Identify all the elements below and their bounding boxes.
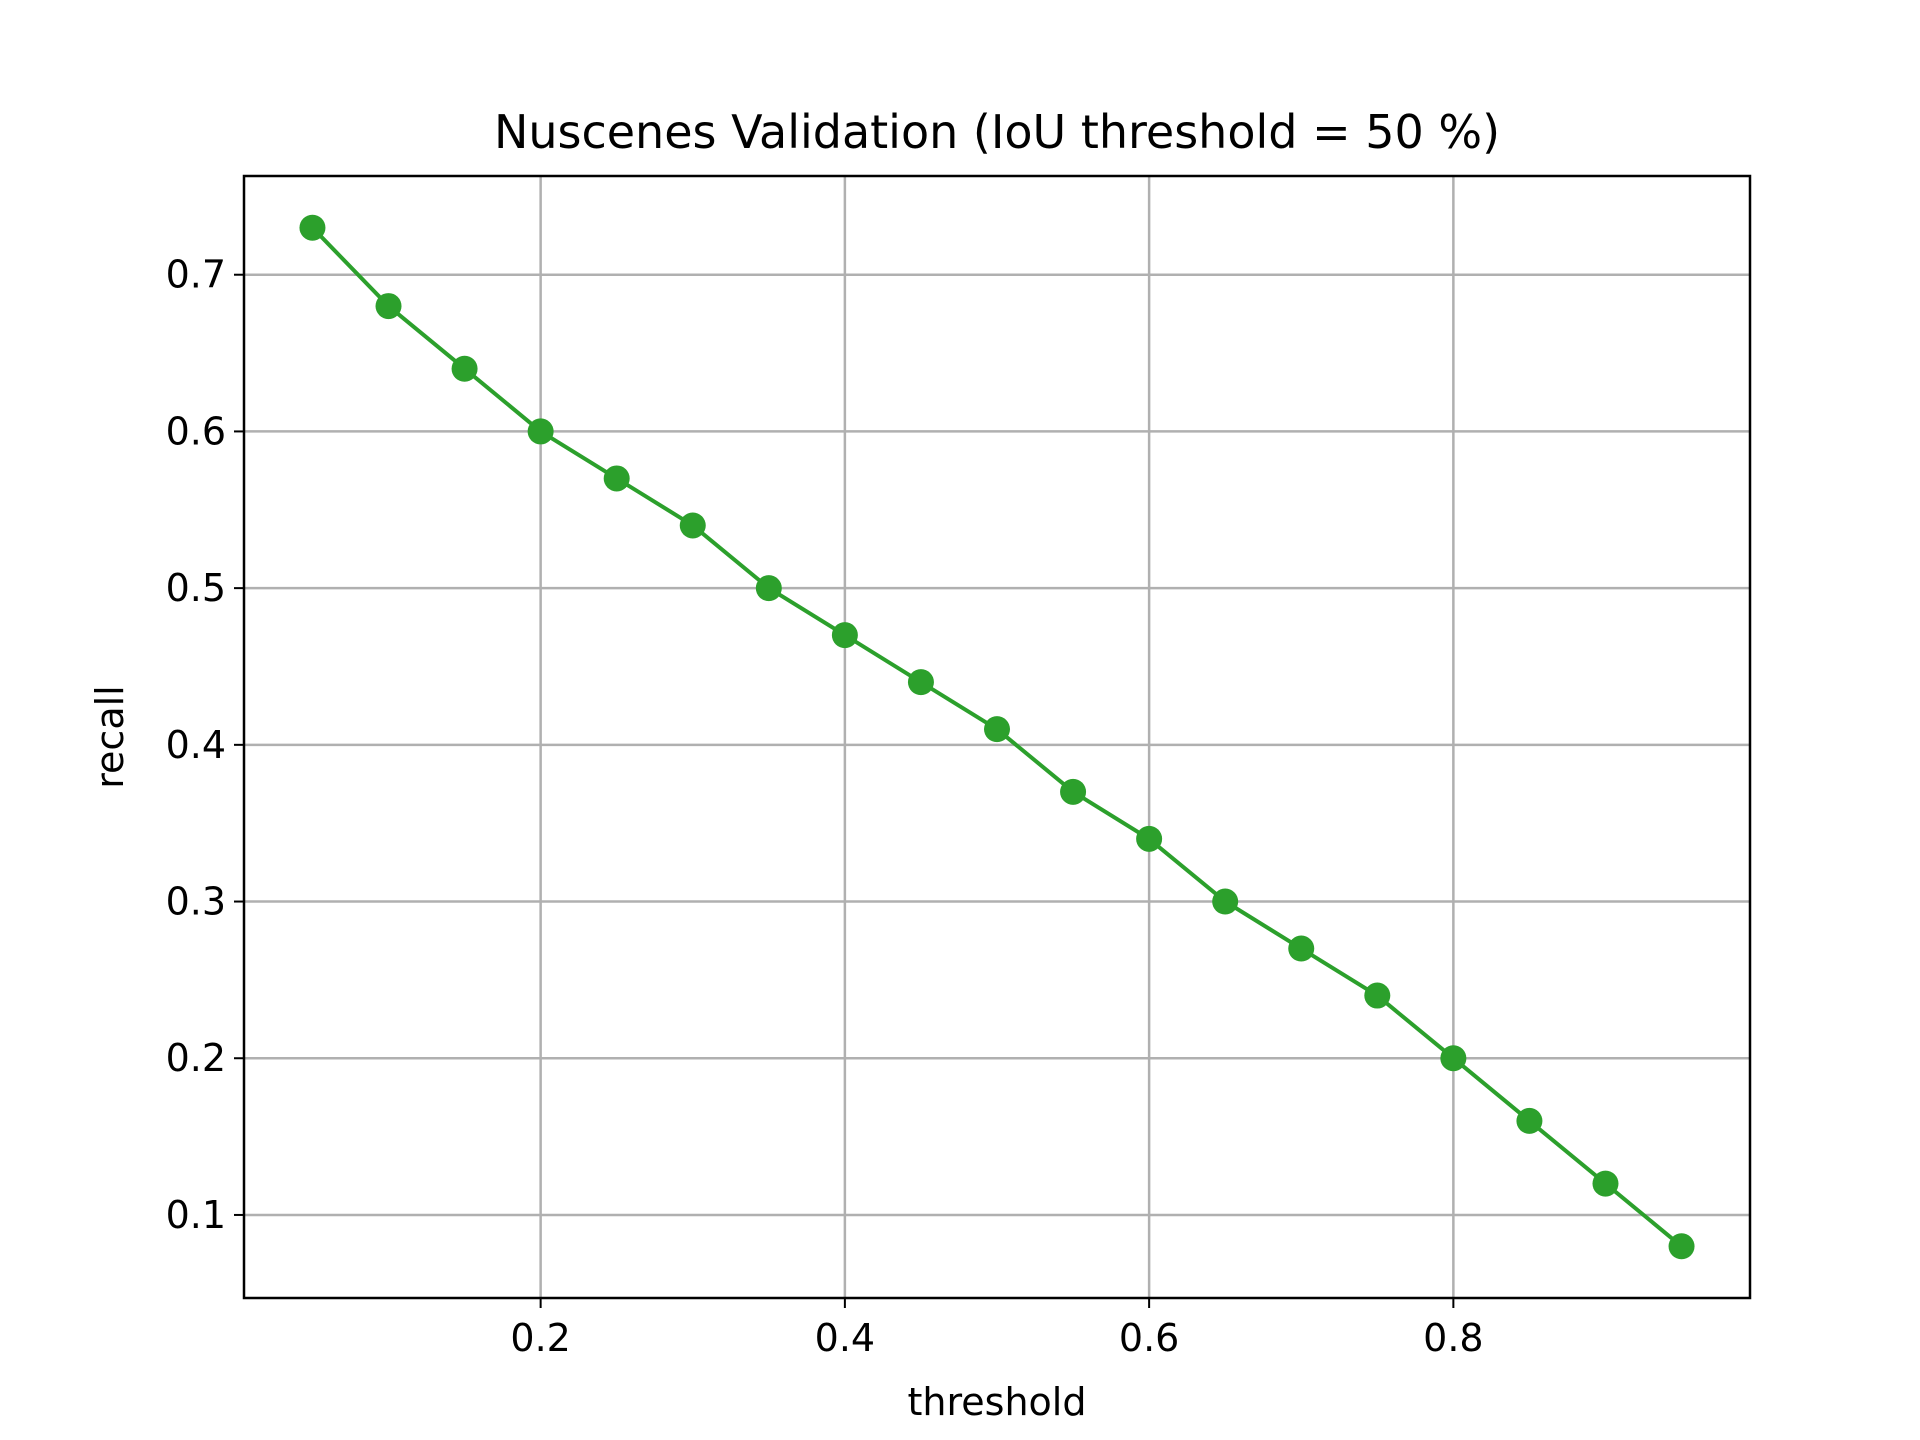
- data-point: [679, 512, 706, 539]
- data-point: [1212, 888, 1239, 915]
- x-tick-label: 0.8: [1423, 1316, 1483, 1360]
- x-tick-label: 0.6: [1119, 1316, 1179, 1360]
- grid: [244, 176, 1750, 1298]
- ticks: 0.2 0.4 0.6 0.8 0.1 0.2 0.3 0.4 0.5 0.6 0.7: [166, 253, 1484, 1360]
- y-tick-label: 0.2: [166, 1036, 226, 1080]
- data-point: [1060, 778, 1087, 805]
- data-point: [1136, 825, 1163, 852]
- data-point: [831, 622, 858, 649]
- data-point: [1364, 982, 1391, 1009]
- data-point: [451, 355, 478, 382]
- y-tick-label: 0.5: [166, 566, 226, 610]
- x-tick-label: 0.2: [510, 1316, 570, 1360]
- data-point: [299, 214, 326, 241]
- data-point: [375, 293, 402, 320]
- data-point: [907, 669, 934, 696]
- data-point: [1516, 1107, 1543, 1134]
- y-axis-label: recall: [88, 685, 132, 788]
- x-axis-label: threshold: [908, 1380, 1087, 1424]
- data-point: [527, 418, 554, 445]
- y-tick-label: 0.1: [166, 1193, 226, 1237]
- data-point: [1288, 935, 1315, 962]
- y-tick-label: 0.3: [166, 880, 226, 924]
- data-point: [984, 716, 1010, 743]
- y-tick-label: 0.7: [166, 253, 226, 297]
- x-tick-label: 0.4: [815, 1316, 875, 1360]
- data-point: [1668, 1233, 1695, 1260]
- y-tick-label: 0.6: [166, 409, 226, 453]
- chart-title: Nuscenes Validation (IoU threshold = 50 …: [494, 105, 1500, 159]
- series-layer: [299, 214, 1695, 1260]
- data-point: [1592, 1170, 1619, 1197]
- plot-frame: [242, 174, 1752, 1300]
- data-point: [603, 465, 630, 492]
- data-point: [1440, 1045, 1467, 1072]
- y-tick-label: 0.4: [166, 723, 226, 767]
- data-point: [755, 575, 782, 602]
